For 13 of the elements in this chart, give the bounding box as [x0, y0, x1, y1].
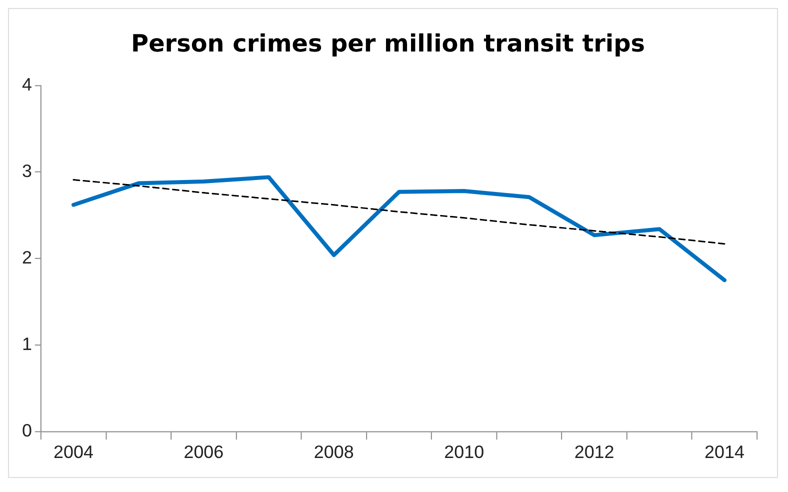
y-tick-label: 0 — [22, 420, 32, 441]
x-tick-label: 2008 — [314, 442, 354, 462]
x-tick-label: 2014 — [704, 442, 744, 462]
y-tick-label: 4 — [22, 74, 32, 94]
x-tick-label: 2010 — [444, 442, 484, 462]
chart-title: Person crimes per million transit trips — [131, 29, 645, 58]
y-tick-label: 3 — [22, 160, 32, 181]
x-tick-label: 2012 — [574, 442, 614, 462]
x-tick-label: 2004 — [54, 442, 94, 462]
y-tick-label: 2 — [22, 247, 32, 268]
x-tick-label: 2006 — [184, 442, 224, 462]
line-series — [72, 179, 726, 245]
y-tick-label: 1 — [22, 334, 32, 354]
